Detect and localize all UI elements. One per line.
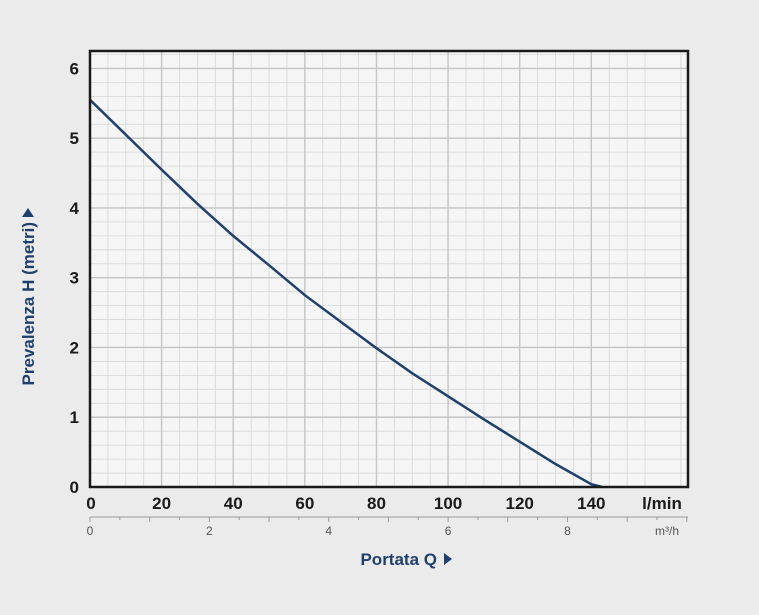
x-tick-label: 0 [86, 494, 95, 513]
secondary-tick-label: 6 [445, 524, 452, 538]
secondary-tick-label: 8 [564, 524, 571, 538]
x-tick-label: 100 [434, 494, 462, 513]
y-tick-label: 2 [70, 338, 79, 357]
y-tick-labels: 0 1 2 3 4 5 6 [70, 59, 80, 497]
x-tick-label: 120 [506, 494, 534, 513]
x-tick-label: 80 [367, 494, 386, 513]
x-tick-labels: 0 20 40 60 80 100 120 140 [86, 494, 605, 513]
y-tick-label: 0 [70, 478, 79, 497]
secondary-tick-label: 0 [87, 524, 94, 538]
y-tick-label: 1 [70, 408, 79, 427]
y-tick-label: 5 [70, 129, 79, 148]
y-axis-arrow-icon [22, 208, 34, 217]
series-line [89, 98, 603, 489]
x-tick-label: 60 [295, 494, 314, 513]
x-tick-label: 40 [224, 494, 243, 513]
x-tick-label: 140 [577, 494, 605, 513]
x-axis-label: Portata Q [360, 550, 437, 569]
y-tick-label: 3 [70, 269, 79, 288]
secondary-tick-label: 4 [325, 524, 332, 538]
plot-frame [88, 49, 690, 489]
secondary-axis: 0 2 4 6 8 [87, 516, 688, 538]
y-axis-label: Prevalenza H (metri) [19, 222, 38, 385]
x-axis-arrow-icon [444, 553, 452, 565]
plot-background [90, 51, 688, 487]
x-tick-label: 20 [152, 494, 171, 513]
y-tick-label: 4 [70, 199, 80, 218]
y-tick-label: 6 [70, 59, 79, 78]
major-grid [90, 51, 688, 487]
secondary-tick-label: 2 [206, 524, 213, 538]
x-unit-label: l/min [642, 494, 682, 513]
minor-grid [90, 51, 688, 487]
secondary-unit-label: m³/h [655, 524, 679, 538]
